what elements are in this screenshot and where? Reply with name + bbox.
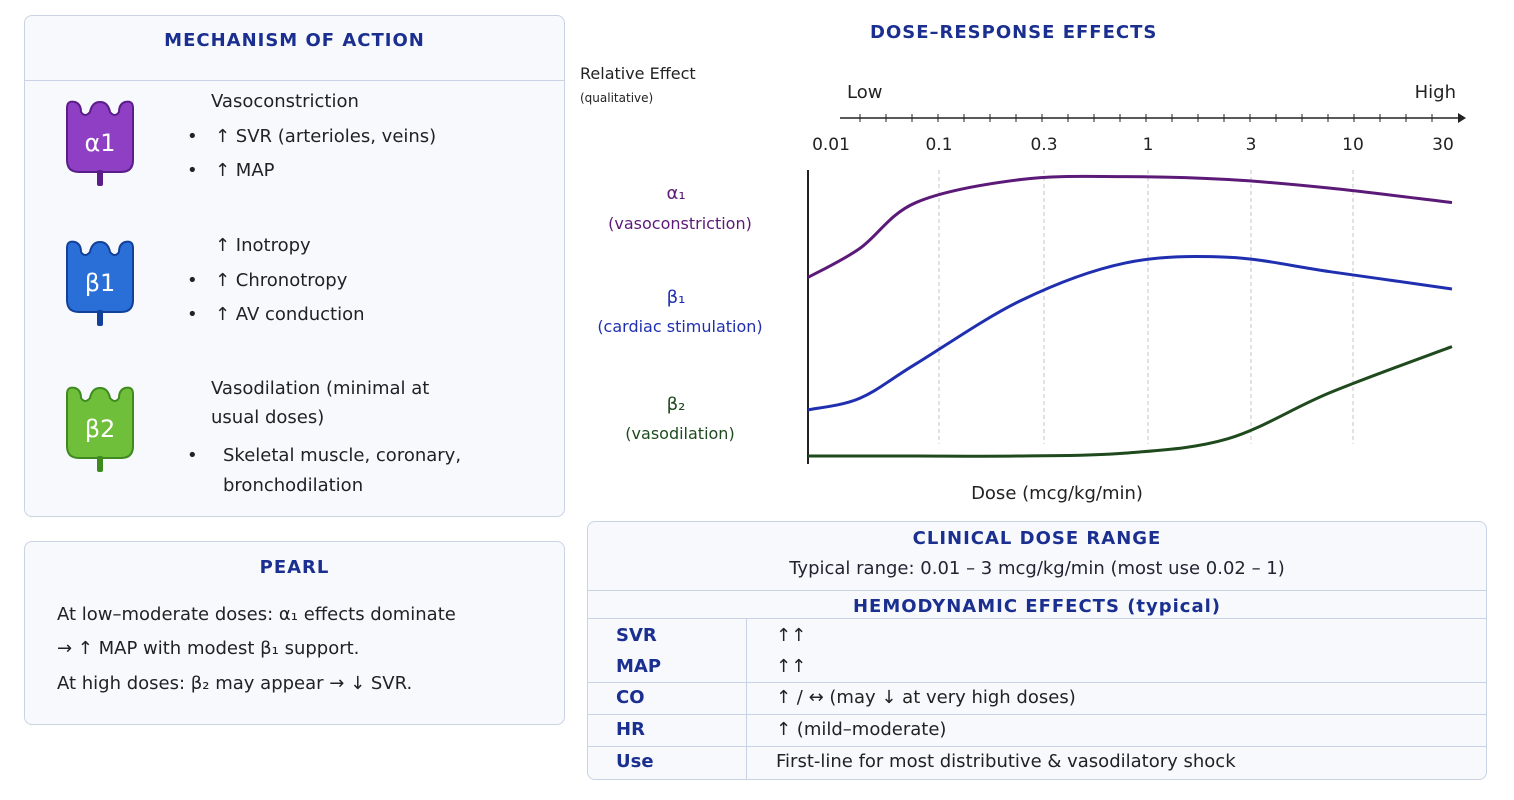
row-value: ↑ (mild–moderate) [776,719,947,740]
x-tick-label: 3 [1246,135,1257,155]
alpha1-bullet-1: ↑ SVR (arterioles, veins) [215,126,437,147]
series-line [807,255,1453,412]
alpha1-receptor-icon: α1 [66,100,134,186]
bullet-dot: • [187,304,198,325]
table-row: HR ↑ (mild–moderate) [588,715,1486,746]
series-line [807,174,1453,279]
y-axis-label: Relative Effect [580,64,696,83]
series-sublabel: (vasoconstriction) [608,214,752,233]
receptor-symbol: α1 [84,129,115,157]
bullet-dot: • [187,445,198,466]
clinical-panel: CLINICAL DOSE RANGE Typical range: 0.01 … [587,521,1487,780]
mechanism-panel: MECHANISM OF ACTION α1 Vasoconstriction … [24,15,565,517]
table-row: CO ↑ / ↔ (may ↓ at very high doses) [588,683,1486,714]
receptor-body [66,240,134,313]
receptor-body [66,100,134,173]
beta2-line-2: usual doses) [211,407,325,428]
divider [588,618,1486,619]
beta2-line-1: Vasodilation (minimal at [211,378,430,399]
hemodynamic-title: HEMODYNAMIC EFFECTS (typical) [852,596,1222,617]
row-key: CO [616,687,645,708]
divider [588,682,1486,683]
x-tick-label: 10 [1342,135,1364,155]
receptor-symbol: β2 [85,415,116,443]
beta2-bullet-2: bronchodilation [223,475,364,496]
alpha1-line-1: Vasoconstriction [211,91,359,112]
beta1-bullet-1: ↑ Chronotropy [215,270,348,291]
row-value: ↑↑ [776,656,807,677]
chart-title: DOSE–RESPONSE EFFECTS [870,22,1158,43]
series-name: β₂ [667,394,686,415]
x-axis-label: Dose (mcg/kg/min) [971,483,1143,504]
table-column-divider [746,618,747,779]
x-tick-label: 1 [1143,135,1154,155]
pearl-line-3: At high doses: β₂ may appear → ↓ SVR. [57,673,413,694]
row-value: First-line for most distributive & vasod… [776,751,1236,772]
row-key: Use [616,751,654,772]
axis-arrowhead [1458,113,1466,123]
receptor-stem [97,310,103,326]
divider [588,590,1486,591]
receptor-stem [97,170,103,186]
pearl-title: PEARL [259,557,330,578]
x-tick-label: 0.01 [812,135,850,155]
row-key: MAP [616,656,662,677]
bullet-dot: • [187,270,198,291]
series-name: α₁ [666,183,685,204]
x-tick-label: 0.1 [925,135,952,155]
divider [588,746,1486,747]
divider [588,714,1486,715]
series-line [808,345,1453,458]
scale-low-label: Low [847,82,882,103]
y-axis-sublabel: (qualitative) [580,91,653,105]
row-key: SVR [616,625,657,646]
receptor-stem [97,456,103,472]
x-tick-label: 30 [1432,135,1454,155]
row-value: ↑↑ [776,625,807,646]
pearl-line-1: At low–moderate doses: α₁ effects domina… [57,604,456,625]
table-row: SVR ↑↑ [588,621,1486,652]
bullet-dot: • [187,160,198,181]
alpha1-bullet-2: ↑ MAP [215,160,275,181]
beta2-receptor-icon: β2 [66,386,134,472]
scale-high-label: High [1415,82,1456,103]
receptor-body [66,386,134,459]
bullet-dot: • [187,126,198,147]
table-row: Use First-line for most distributive & v… [588,747,1486,778]
row-value: ↑ / ↔ (may ↓ at very high doses) [776,687,1076,708]
beta1-receptor-icon: β1 [66,240,134,326]
typical-range: Typical range: 0.01 – 3 mcg/kg/min (most… [789,558,1285,579]
beta1-bullet-2: ↑ AV conduction [215,304,365,325]
series-name: β₁ [667,287,686,308]
mechanism-title: MECHANISM OF ACTION [164,30,425,51]
receptor-symbol: β1 [85,269,116,297]
pearl-line-2: → ↑ MAP with modest β₁ support. [57,638,360,659]
mechanism-divider [25,80,564,81]
row-key: HR [616,719,645,740]
table-row: MAP ↑↑ [588,652,1486,683]
beta1-line-1: ↑ Inotropy [215,235,311,256]
clinical-title: CLINICAL DOSE RANGE [912,528,1162,549]
series-sublabel: (vasodilation) [625,424,734,443]
x-tick-label: 0.3 [1030,135,1057,155]
beta2-bullet-1: Skeletal muscle, coronary, [223,445,462,466]
dose-response-chart: Relative Effect (qualitative) Low High 0.01 0… [580,64,1466,504]
series-sublabel: (cardiac stimulation) [597,317,762,336]
pearl-panel: PEARL At low–moderate doses: α₁ effects … [24,541,565,725]
